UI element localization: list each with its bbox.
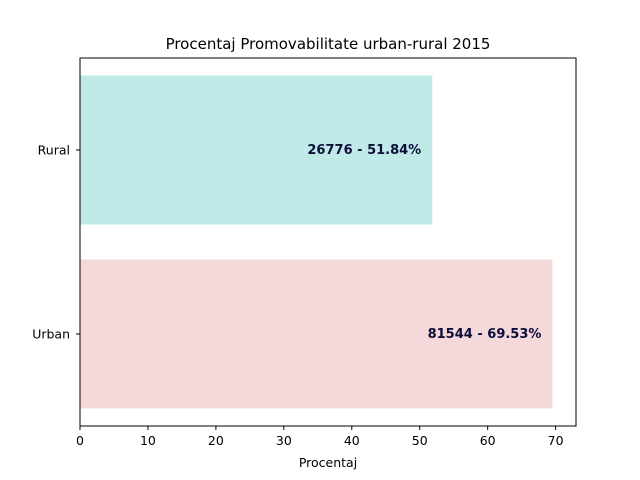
x-tick-label-10: 10	[140, 433, 156, 448]
data-label-rural: 26776 - 51.84%	[307, 143, 421, 158]
plot-frame	[79, 57, 577, 427]
data-label-urban: 81544 - 69.53%	[428, 327, 542, 342]
bar-rural	[80, 75, 433, 225]
x-tick-label-40: 40	[344, 433, 360, 448]
y-tick-label-rural: Rural	[38, 143, 70, 158]
x-tick-label-0: 0	[76, 433, 84, 448]
y-tick-label-urban: Urban	[32, 327, 70, 342]
bars-group: 26776 - 51.84% 81544 - 69.53%	[80, 75, 553, 409]
x-tick-label-70: 70	[548, 433, 564, 448]
x-tick-label-50: 50	[412, 433, 428, 448]
bar-urban	[80, 259, 553, 409]
chart-title: Procentaj Promovabilitate urban-rural 20…	[166, 35, 491, 53]
x-tick-label-20: 20	[208, 433, 224, 448]
x-axis-label: Procentaj	[299, 455, 357, 470]
x-axis: 0 10 20 30 40 50 60 70	[76, 426, 564, 448]
y-axis: Rural Urban	[32, 143, 80, 342]
x-tick-label-60: 60	[480, 433, 496, 448]
x-tick-label-30: 30	[276, 433, 292, 448]
